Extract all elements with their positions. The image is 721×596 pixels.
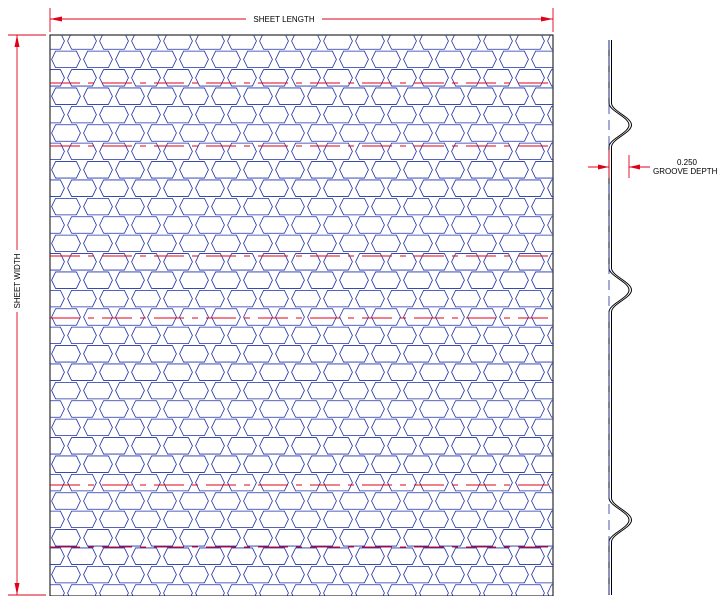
sheet-width-dimension: SHEET WIDTH bbox=[8, 34, 46, 596]
arrowhead-top bbox=[14, 35, 20, 47]
profile-line-left bbox=[608, 40, 630, 595]
arrowhead-depth-right bbox=[629, 164, 640, 170]
groove-centerlines bbox=[50, 82, 553, 548]
mesh-strands bbox=[50, 35, 553, 596]
sheet-length-dimension: SHEET LENGTH bbox=[49, 8, 554, 32]
sheet-width-label: SHEET WIDTH bbox=[13, 253, 22, 308]
groove-depth-value: 0.250 bbox=[677, 158, 698, 167]
arrowhead-left bbox=[50, 16, 62, 22]
side-profile-view bbox=[608, 40, 633, 595]
arrowhead-bottom bbox=[14, 583, 20, 595]
diamond-mesh-pattern bbox=[50, 35, 553, 596]
sheet-length-label: SHEET LENGTH bbox=[253, 15, 314, 24]
groove-depth-dimension bbox=[588, 150, 650, 178]
groove-depth-label: GROOVE DEPTH bbox=[653, 167, 718, 176]
profile-line-right bbox=[611, 40, 633, 595]
arrowhead-right bbox=[541, 16, 553, 22]
sheet-outline bbox=[49, 34, 554, 596]
arrowhead-depth-left bbox=[598, 164, 609, 170]
